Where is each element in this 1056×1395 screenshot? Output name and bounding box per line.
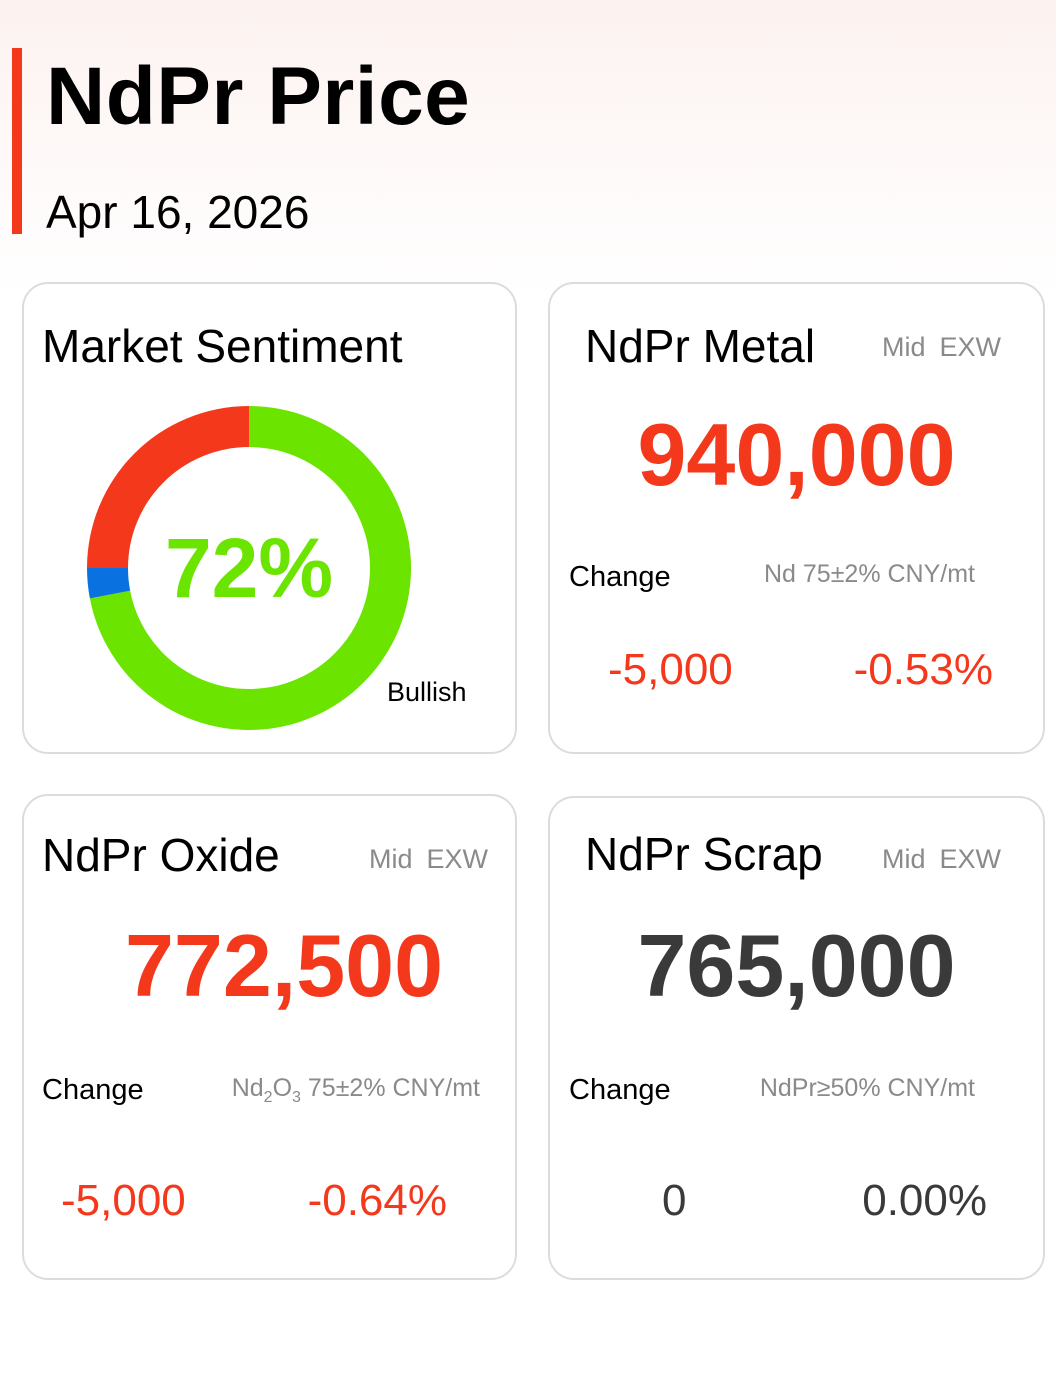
scrap-spec: NdPr≥50% CNY/mt bbox=[759, 1074, 975, 1102]
market-sentiment-card[interactable]: Market Sentiment 72% Bullish bbox=[22, 282, 517, 754]
metal-mid-label: Mid bbox=[881, 332, 926, 362]
ndpr-scrap-card[interactable]: NdPr Scrap Mid EXW 765,000 Change NdPr≥50… bbox=[548, 796, 1045, 1280]
metal-title: NdPr Metal bbox=[585, 320, 816, 372]
oxide-change-pct: -0.64% bbox=[307, 1176, 447, 1225]
scrap-mid-label: Mid bbox=[881, 844, 926, 874]
metal-mid-exw: Mid EXW bbox=[882, 334, 1001, 361]
sentiment-title: Market Sentiment bbox=[42, 320, 403, 372]
oxide-change-abs: -5,000 bbox=[61, 1176, 186, 1225]
scrap-change-label: Change bbox=[569, 1074, 671, 1106]
metal-exw-label: EXW bbox=[939, 332, 1001, 362]
sentiment-percent: 72% bbox=[164, 520, 334, 615]
header-background bbox=[0, 0, 1056, 300]
donut-segment-bearish bbox=[87, 406, 249, 568]
metal-change-pct: -0.53% bbox=[853, 645, 993, 694]
oxide-mid-exw: Mid EXW bbox=[369, 846, 488, 873]
scrap-title: NdPr Scrap bbox=[585, 828, 823, 880]
scrap-change-pct: 0.00% bbox=[862, 1176, 987, 1225]
scrap-exw-label: EXW bbox=[939, 844, 1001, 874]
oxide-mid-label: Mid bbox=[368, 844, 413, 874]
scrap-mid-exw: Mid EXW bbox=[882, 846, 1001, 873]
ndpr-oxide-card[interactable]: NdPr Oxide Mid EXW 772,500 Change Nd2O3 7… bbox=[22, 794, 517, 1280]
title-accent-bar bbox=[12, 48, 22, 234]
metal-change-label: Change bbox=[569, 561, 671, 593]
oxide-price: 772,500 bbox=[124, 916, 444, 1015]
scrap-price: 765,000 bbox=[637, 916, 956, 1015]
page-title: NdPr Price bbox=[46, 51, 471, 142]
donut-segment-neutral bbox=[87, 568, 131, 599]
metal-spec: Nd 75±2% CNY/mt bbox=[763, 560, 975, 588]
oxide-title: NdPr Oxide bbox=[42, 829, 280, 881]
scrap-change-abs: 0 bbox=[662, 1176, 687, 1225]
sentiment-label: Bullish bbox=[387, 677, 467, 707]
metal-price: 940,000 bbox=[637, 405, 956, 504]
ndpr-metal-card[interactable]: NdPr Metal Mid EXW 940,000 Change Nd 75±2… bbox=[548, 282, 1045, 754]
metal-change-abs: -5,000 bbox=[608, 645, 733, 694]
oxide-exw-label: EXW bbox=[426, 844, 488, 874]
oxide-spec: Nd2O3 75±2% CNY/mt bbox=[231, 1074, 480, 1106]
sentiment-donut-chart bbox=[87, 406, 411, 730]
page-date: Apr 16, 2026 bbox=[46, 186, 310, 238]
oxide-change-label: Change bbox=[42, 1074, 144, 1106]
